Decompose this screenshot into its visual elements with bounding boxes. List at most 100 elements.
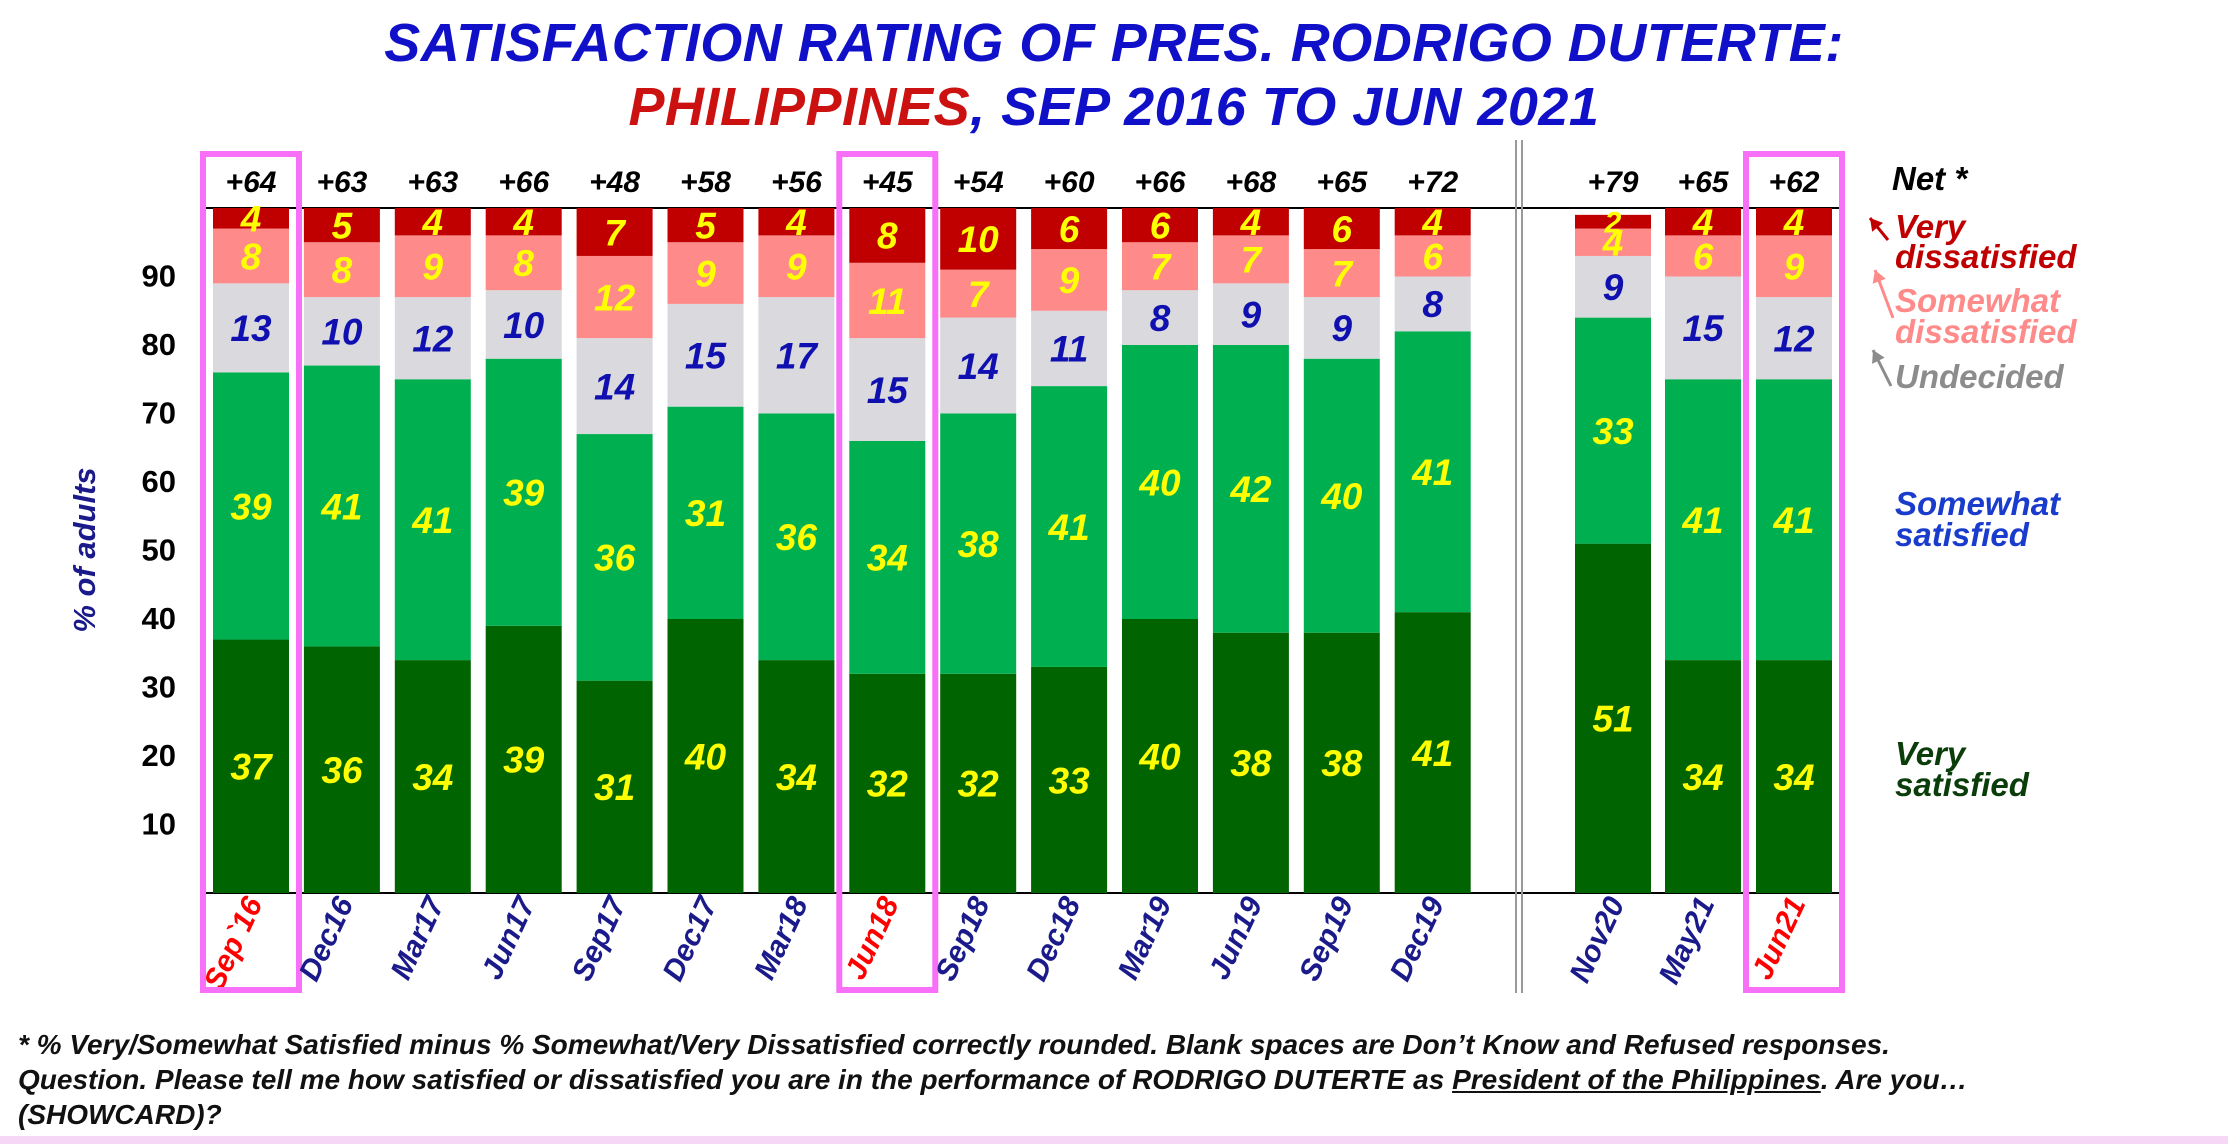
legend-arrowhead (1872, 270, 1886, 284)
bar-value-label: 11 (868, 281, 906, 322)
bar-value-label: 6 (1422, 236, 1443, 277)
legend-label: Very (1895, 735, 1967, 772)
legend-label: dissatisfied (1895, 313, 2077, 350)
bar-segment (1212, 632, 1289, 893)
x-tick-label: Jun21 (1746, 892, 1813, 985)
y-tick-label: 30 (142, 670, 176, 705)
footnote-question-end: . Are you… (1820, 1064, 1968, 1095)
bar-value-label: 15 (685, 336, 728, 377)
bar-value-label: 6 (1332, 209, 1353, 250)
footnote-question-office: President of the Philippines (1452, 1064, 1821, 1095)
net-value-label: +68 (1225, 166, 1276, 199)
bar-segment (1031, 249, 1108, 311)
bar-value-label: 36 (594, 538, 636, 579)
bar-value-label: 7 (968, 274, 991, 315)
bar-value-label: 10 (503, 305, 545, 346)
bar-value-label: 7 (1241, 240, 1264, 281)
bar-value-label: 7 (1150, 247, 1173, 288)
bar-value-label: 17 (776, 336, 820, 377)
bar-value-label: 38 (1321, 743, 1363, 784)
bar-value-label: 39 (503, 473, 545, 514)
net-value-label: +66 (1135, 166, 1186, 199)
bar-segment (1575, 255, 1651, 318)
bar-value-label: 41 (1681, 500, 1723, 541)
bar-segment (213, 372, 289, 640)
x-tick-label: Sep18 (929, 892, 996, 986)
bar-value-label: 31 (685, 493, 726, 534)
bar-segment (1122, 242, 1198, 291)
highlight-box (200, 151, 302, 993)
legend-label: dissatisfied (1895, 238, 2077, 275)
bar-segment (940, 673, 1017, 893)
bar-value-label: 8 (1422, 284, 1443, 325)
bar-segment (940, 208, 1017, 270)
highlight-box (1743, 151, 1845, 993)
bar-value-label: 9 (1784, 247, 1805, 288)
bar-segment (1665, 379, 1741, 661)
bar-value-label: 8 (877, 216, 898, 257)
bar-value-label: 41 (1411, 452, 1453, 493)
bar-value-label: 34 (867, 538, 908, 579)
legend-arrowhead (1870, 218, 1884, 232)
bar-segment (394, 208, 471, 236)
bar-segment (1665, 208, 1741, 236)
net-header-label: Net * (1892, 160, 1969, 197)
legend-label: Somewhat (1895, 282, 2062, 319)
bar-value-label: 8 (1150, 298, 1171, 339)
y-tick-label: 20 (142, 738, 176, 773)
chart-title-period: , SEP 2016 TO JUN 2021 (970, 77, 1600, 137)
bar-segment (576, 255, 653, 339)
bar-segment (485, 235, 562, 291)
bar-value-label: 37 (230, 747, 274, 788)
bar-segment (940, 269, 1017, 318)
bar-segment (849, 440, 926, 674)
bar-segment (1756, 660, 1832, 893)
net-value-label: +54 (953, 166, 1004, 199)
bar-value-label: 33 (1592, 411, 1634, 452)
bar-segment (1665, 276, 1741, 380)
bar-segment (849, 338, 926, 441)
bar-segment (303, 242, 380, 298)
bar-segment (1303, 249, 1380, 298)
bar-segment (576, 434, 653, 681)
bar-segment (849, 208, 926, 263)
x-tick-label: Sep19 (1293, 892, 1360, 986)
bar-value-label: 36 (321, 750, 363, 791)
bar-segment (213, 283, 289, 373)
bar-value-label: 7 (1332, 253, 1355, 294)
bar-value-label: 40 (1138, 736, 1181, 777)
bar-segment (1394, 276, 1471, 332)
bar-value-label: 14 (958, 346, 999, 387)
bar-value-label: 9 (423, 247, 444, 288)
bar-segment (849, 673, 926, 893)
bar-value-label: 32 (867, 764, 909, 805)
bar-segment (394, 660, 471, 893)
legend-label: satisfied (1895, 766, 2030, 803)
bar-segment (1756, 379, 1832, 661)
net-value-label: +58 (680, 166, 731, 199)
bar-value-label: 42 (1229, 469, 1272, 510)
bar-segment (1303, 297, 1380, 359)
x-tick-label: Dec19 (1384, 892, 1451, 986)
net-value-label: +60 (1044, 166, 1095, 199)
bar-segment (1394, 235, 1471, 277)
legend-label: Very (1895, 208, 1967, 245)
bar-segment (1122, 208, 1198, 243)
bar-value-label: 4 (240, 199, 262, 240)
chart-title-line2: PHILIPPINES, SEP 2016 TO JUN 2021 (0, 76, 2228, 138)
bar-value-label: 4 (1692, 202, 1714, 243)
legend-label: Undecided (1895, 358, 2065, 395)
x-tick-label: Jun19 (1203, 892, 1270, 985)
bar-segment (213, 639, 289, 893)
y-tick-label: 40 (142, 601, 176, 636)
bar-segment (667, 406, 744, 619)
bar-segment (1122, 290, 1198, 345)
bar-value-label: 34 (412, 757, 453, 798)
bar-value-label: 8 (241, 236, 262, 277)
bar-value-label: 36 (776, 517, 818, 558)
bar-segment (1031, 310, 1108, 387)
net-value-label: +66 (498, 166, 549, 199)
bar-value-label: 41 (1411, 733, 1453, 774)
bar-segment (1122, 345, 1198, 619)
bar-segment (1031, 208, 1108, 250)
